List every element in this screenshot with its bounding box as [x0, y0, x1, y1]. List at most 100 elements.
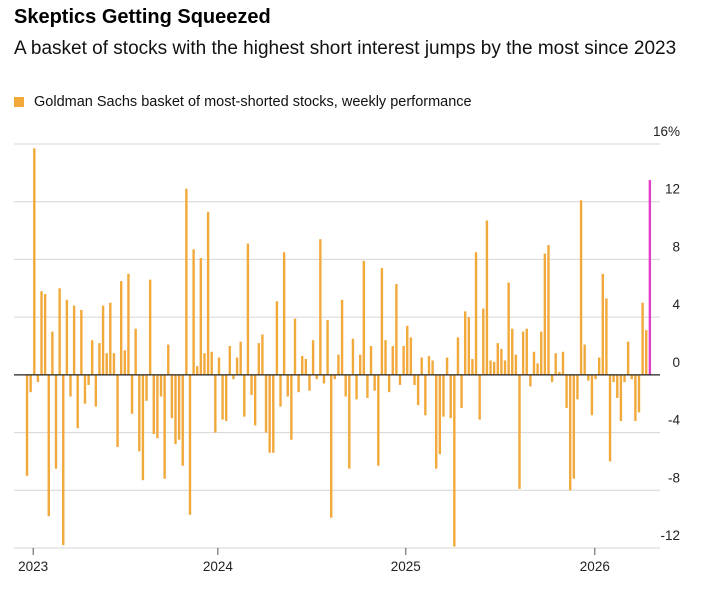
- bar: [119, 281, 123, 375]
- bar: [630, 374, 633, 380]
- bar: [141, 374, 145, 481]
- bar: [369, 346, 373, 375]
- bar: [456, 337, 460, 375]
- bar: [268, 374, 271, 453]
- x-tick-label: 2025: [391, 559, 421, 574]
- bar: [362, 260, 365, 375]
- bar: [217, 357, 221, 375]
- bar: [637, 374, 641, 413]
- bar: [272, 374, 275, 453]
- bar: [550, 374, 554, 383]
- bar: [608, 374, 612, 462]
- bar: [514, 354, 518, 375]
- bar: [221, 374, 224, 420]
- bar: [398, 374, 402, 385]
- bar: [196, 366, 199, 375]
- bar: [438, 374, 442, 455]
- y-tick-label: -8: [668, 470, 680, 485]
- bar: [492, 361, 496, 375]
- bar: [65, 299, 69, 375]
- bar: [333, 374, 337, 380]
- bar: [427, 356, 431, 375]
- bar: [275, 301, 279, 375]
- bar: [409, 337, 413, 375]
- bar: [301, 356, 304, 375]
- bar: [167, 344, 170, 375]
- bar: [257, 343, 260, 375]
- y-tick-label: 16%: [653, 124, 680, 139]
- bar: [568, 374, 572, 491]
- y-tick-label: -12: [660, 528, 680, 543]
- bar: [94, 374, 98, 407]
- bar: [145, 374, 148, 401]
- bar: [148, 279, 152, 375]
- bar: [224, 374, 228, 422]
- bar: [311, 340, 315, 375]
- bar: [616, 374, 619, 398]
- bar: [453, 374, 456, 547]
- y-tick-label: -4: [668, 413, 680, 428]
- bar: [43, 294, 47, 375]
- bar: [80, 309, 83, 375]
- bar: [203, 353, 206, 375]
- bar: [170, 374, 174, 419]
- bar: [163, 374, 166, 479]
- bar: [605, 298, 608, 375]
- bar: [235, 357, 239, 375]
- bar: [648, 180, 652, 375]
- chart-subtitle: A basket of stocks with the highest shor…: [14, 38, 677, 59]
- bar: [424, 374, 427, 416]
- bar: [40, 291, 43, 375]
- bar: [387, 374, 391, 393]
- legend-swatch: [14, 97, 24, 107]
- bar: [590, 374, 594, 416]
- bar: [101, 305, 105, 375]
- bar: [485, 220, 489, 375]
- bar: [286, 374, 289, 397]
- bar: [619, 374, 623, 422]
- bar: [109, 302, 112, 375]
- bar: [416, 374, 420, 406]
- bar: [127, 273, 130, 375]
- bar: [138, 374, 141, 452]
- bar: [543, 253, 547, 375]
- bar: [188, 374, 192, 515]
- bar: [206, 211, 210, 375]
- bar: [156, 374, 159, 439]
- bar: [210, 351, 213, 375]
- bar: [319, 239, 322, 375]
- bar: [442, 374, 445, 417]
- bar: [69, 374, 72, 397]
- bar: [536, 363, 539, 375]
- bar: [435, 374, 438, 469]
- bar: [503, 360, 507, 375]
- legend-label: Goldman Sachs basket of most-shorted sto…: [34, 94, 472, 110]
- y-tick-label: 0: [672, 355, 680, 370]
- chart-title: Skeptics Getting Squeezed: [14, 6, 271, 28]
- bar: [431, 360, 434, 375]
- bar: [507, 282, 510, 375]
- bar: [51, 331, 54, 375]
- bar: [76, 374, 79, 429]
- bar: [116, 374, 119, 447]
- bar: [112, 353, 116, 375]
- bar: [547, 245, 550, 375]
- bar: [91, 340, 94, 375]
- bar: [558, 371, 561, 375]
- bar: [308, 374, 311, 391]
- bar: [239, 341, 242, 375]
- bar: [623, 374, 626, 383]
- bar: [579, 200, 583, 375]
- bar: [572, 374, 576, 479]
- bar: [645, 330, 648, 375]
- bar: [500, 348, 503, 375]
- bar: [395, 283, 398, 375]
- x-tick-label: 2026: [580, 559, 610, 574]
- bar: [351, 338, 355, 375]
- bar: [98, 343, 101, 375]
- bar: [177, 374, 181, 440]
- bar: [518, 374, 521, 489]
- bar: [25, 374, 29, 476]
- bar: [478, 374, 481, 420]
